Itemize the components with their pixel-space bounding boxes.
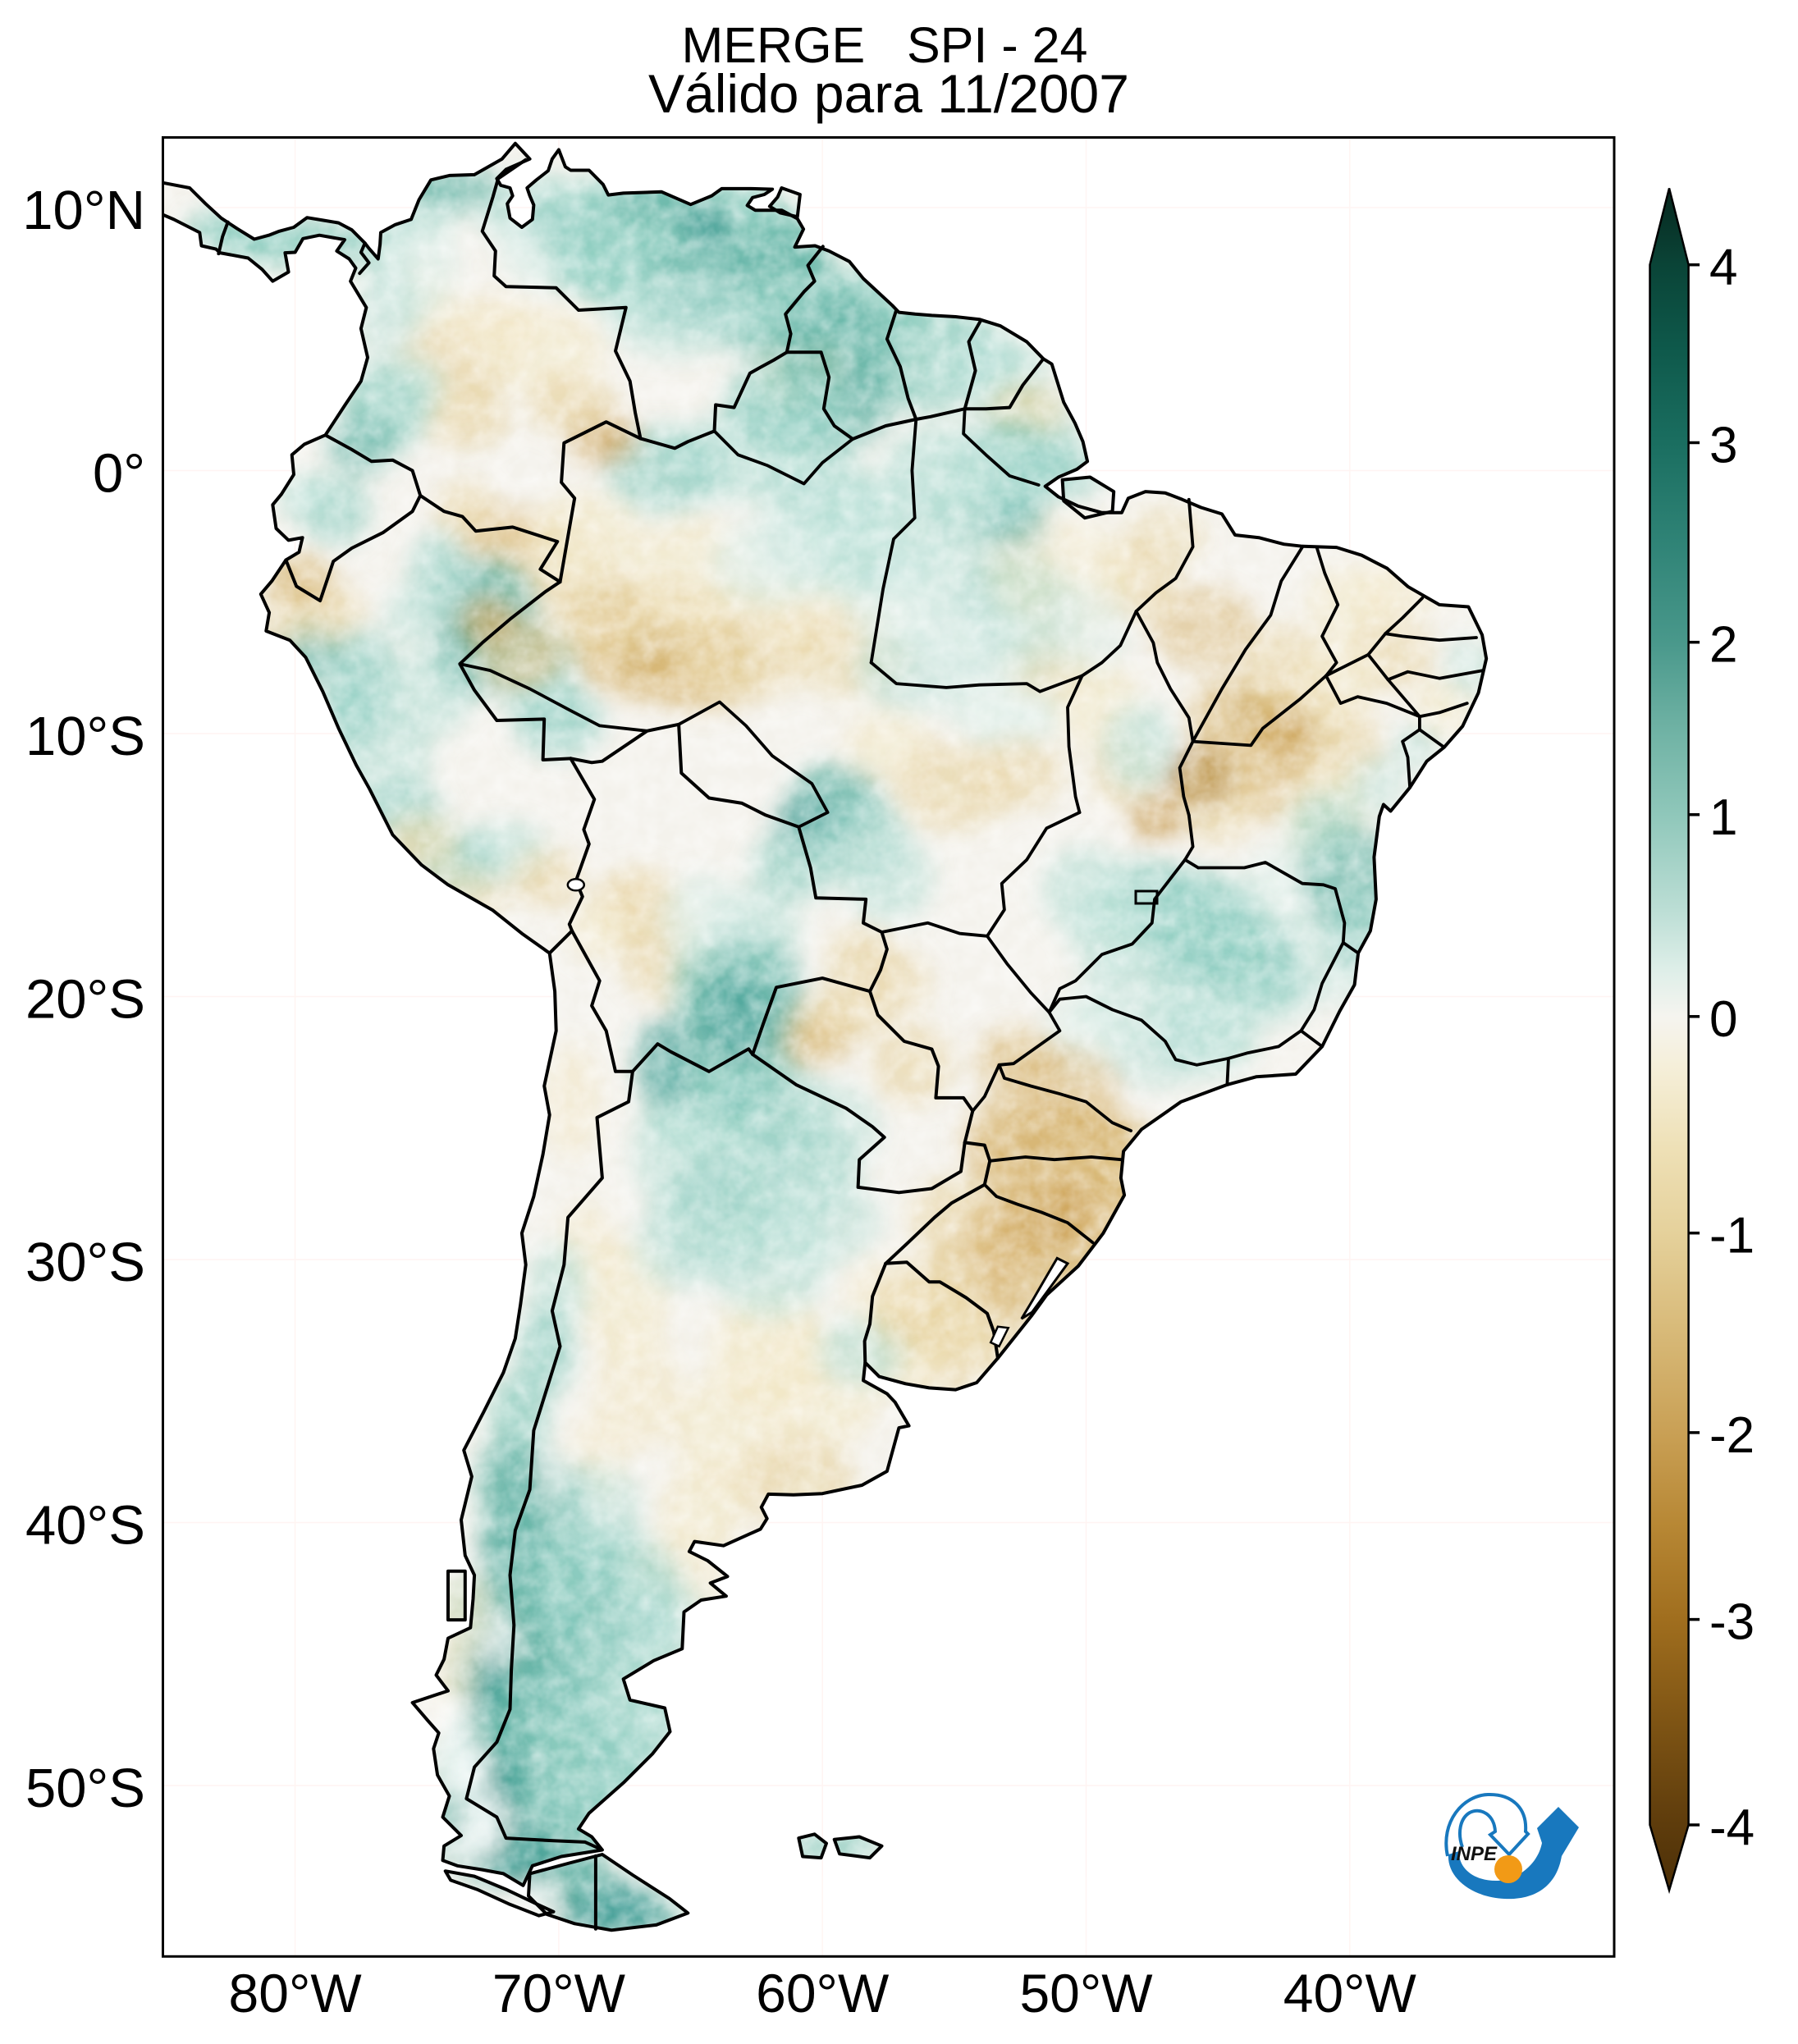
svg-text:0: 0 bbox=[1709, 991, 1737, 1048]
svg-text:20°S: 20°S bbox=[25, 969, 145, 1031]
svg-text:30°S: 30°S bbox=[25, 1232, 145, 1293]
svg-text:80°W: 80°W bbox=[229, 1963, 363, 2023]
svg-text:4: 4 bbox=[1709, 240, 1737, 296]
svg-text:Válido para 11/2007: Válido para 11/2007 bbox=[648, 63, 1129, 124]
svg-text:70°W: 70°W bbox=[492, 1963, 626, 2023]
svg-text:40°S: 40°S bbox=[25, 1495, 145, 1557]
svg-text:-2: -2 bbox=[1709, 1407, 1755, 1464]
svg-text:60°W: 60°W bbox=[756, 1963, 890, 2023]
svg-text:MERGE SPI - 24: MERGE SPI - 24 bbox=[682, 17, 1088, 73]
svg-text:50°W: 50°W bbox=[1019, 1963, 1153, 2023]
svg-text:-3: -3 bbox=[1709, 1594, 1755, 1651]
svg-text:-4: -4 bbox=[1709, 1799, 1755, 1856]
svg-text:10°N: 10°N bbox=[22, 180, 145, 241]
svg-text:3: 3 bbox=[1709, 418, 1737, 474]
svg-text:-1: -1 bbox=[1709, 1208, 1755, 1264]
svg-text:40°W: 40°W bbox=[1283, 1963, 1417, 2023]
svg-text:1: 1 bbox=[1709, 789, 1737, 846]
svg-text:INPE: INPE bbox=[1451, 1843, 1498, 1865]
svg-text:0°: 0° bbox=[93, 443, 145, 505]
svg-text:50°S: 50°S bbox=[25, 1758, 145, 1819]
svg-text:10°S: 10°S bbox=[25, 706, 145, 767]
svg-text:2: 2 bbox=[1709, 617, 1737, 674]
